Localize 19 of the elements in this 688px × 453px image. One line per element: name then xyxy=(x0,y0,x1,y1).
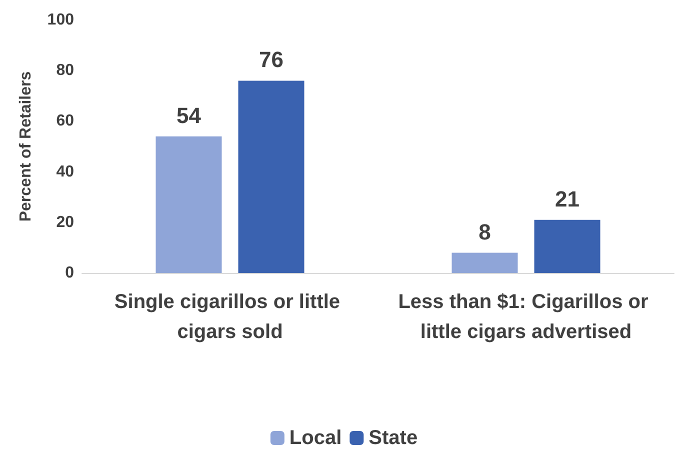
y-tick-label: 80 xyxy=(56,62,74,80)
y-tick-label: 0 xyxy=(65,264,74,282)
data-label: 21 xyxy=(555,186,580,212)
legend-label: Local xyxy=(289,427,342,449)
bar xyxy=(534,220,600,273)
data-label: 8 xyxy=(478,219,491,244)
y-tick-label: 60 xyxy=(56,112,74,130)
bar xyxy=(156,136,222,273)
y-tick-label: 100 xyxy=(47,12,74,28)
x-tick-label: Single cigarillos or little cigars sold xyxy=(114,291,346,343)
y-tick-label: 40 xyxy=(56,163,74,180)
y-axis-title: Percent of Retailers xyxy=(18,71,34,222)
data-label: 76 xyxy=(259,47,284,72)
data-label: 54 xyxy=(176,102,202,128)
bar xyxy=(238,80,304,273)
y-tick-label: 20 xyxy=(56,214,74,231)
bar xyxy=(452,252,518,273)
x-tick-label: Less than $1: Cigarillos or little cigars advertised xyxy=(398,291,654,343)
legend-label: State xyxy=(368,427,418,449)
